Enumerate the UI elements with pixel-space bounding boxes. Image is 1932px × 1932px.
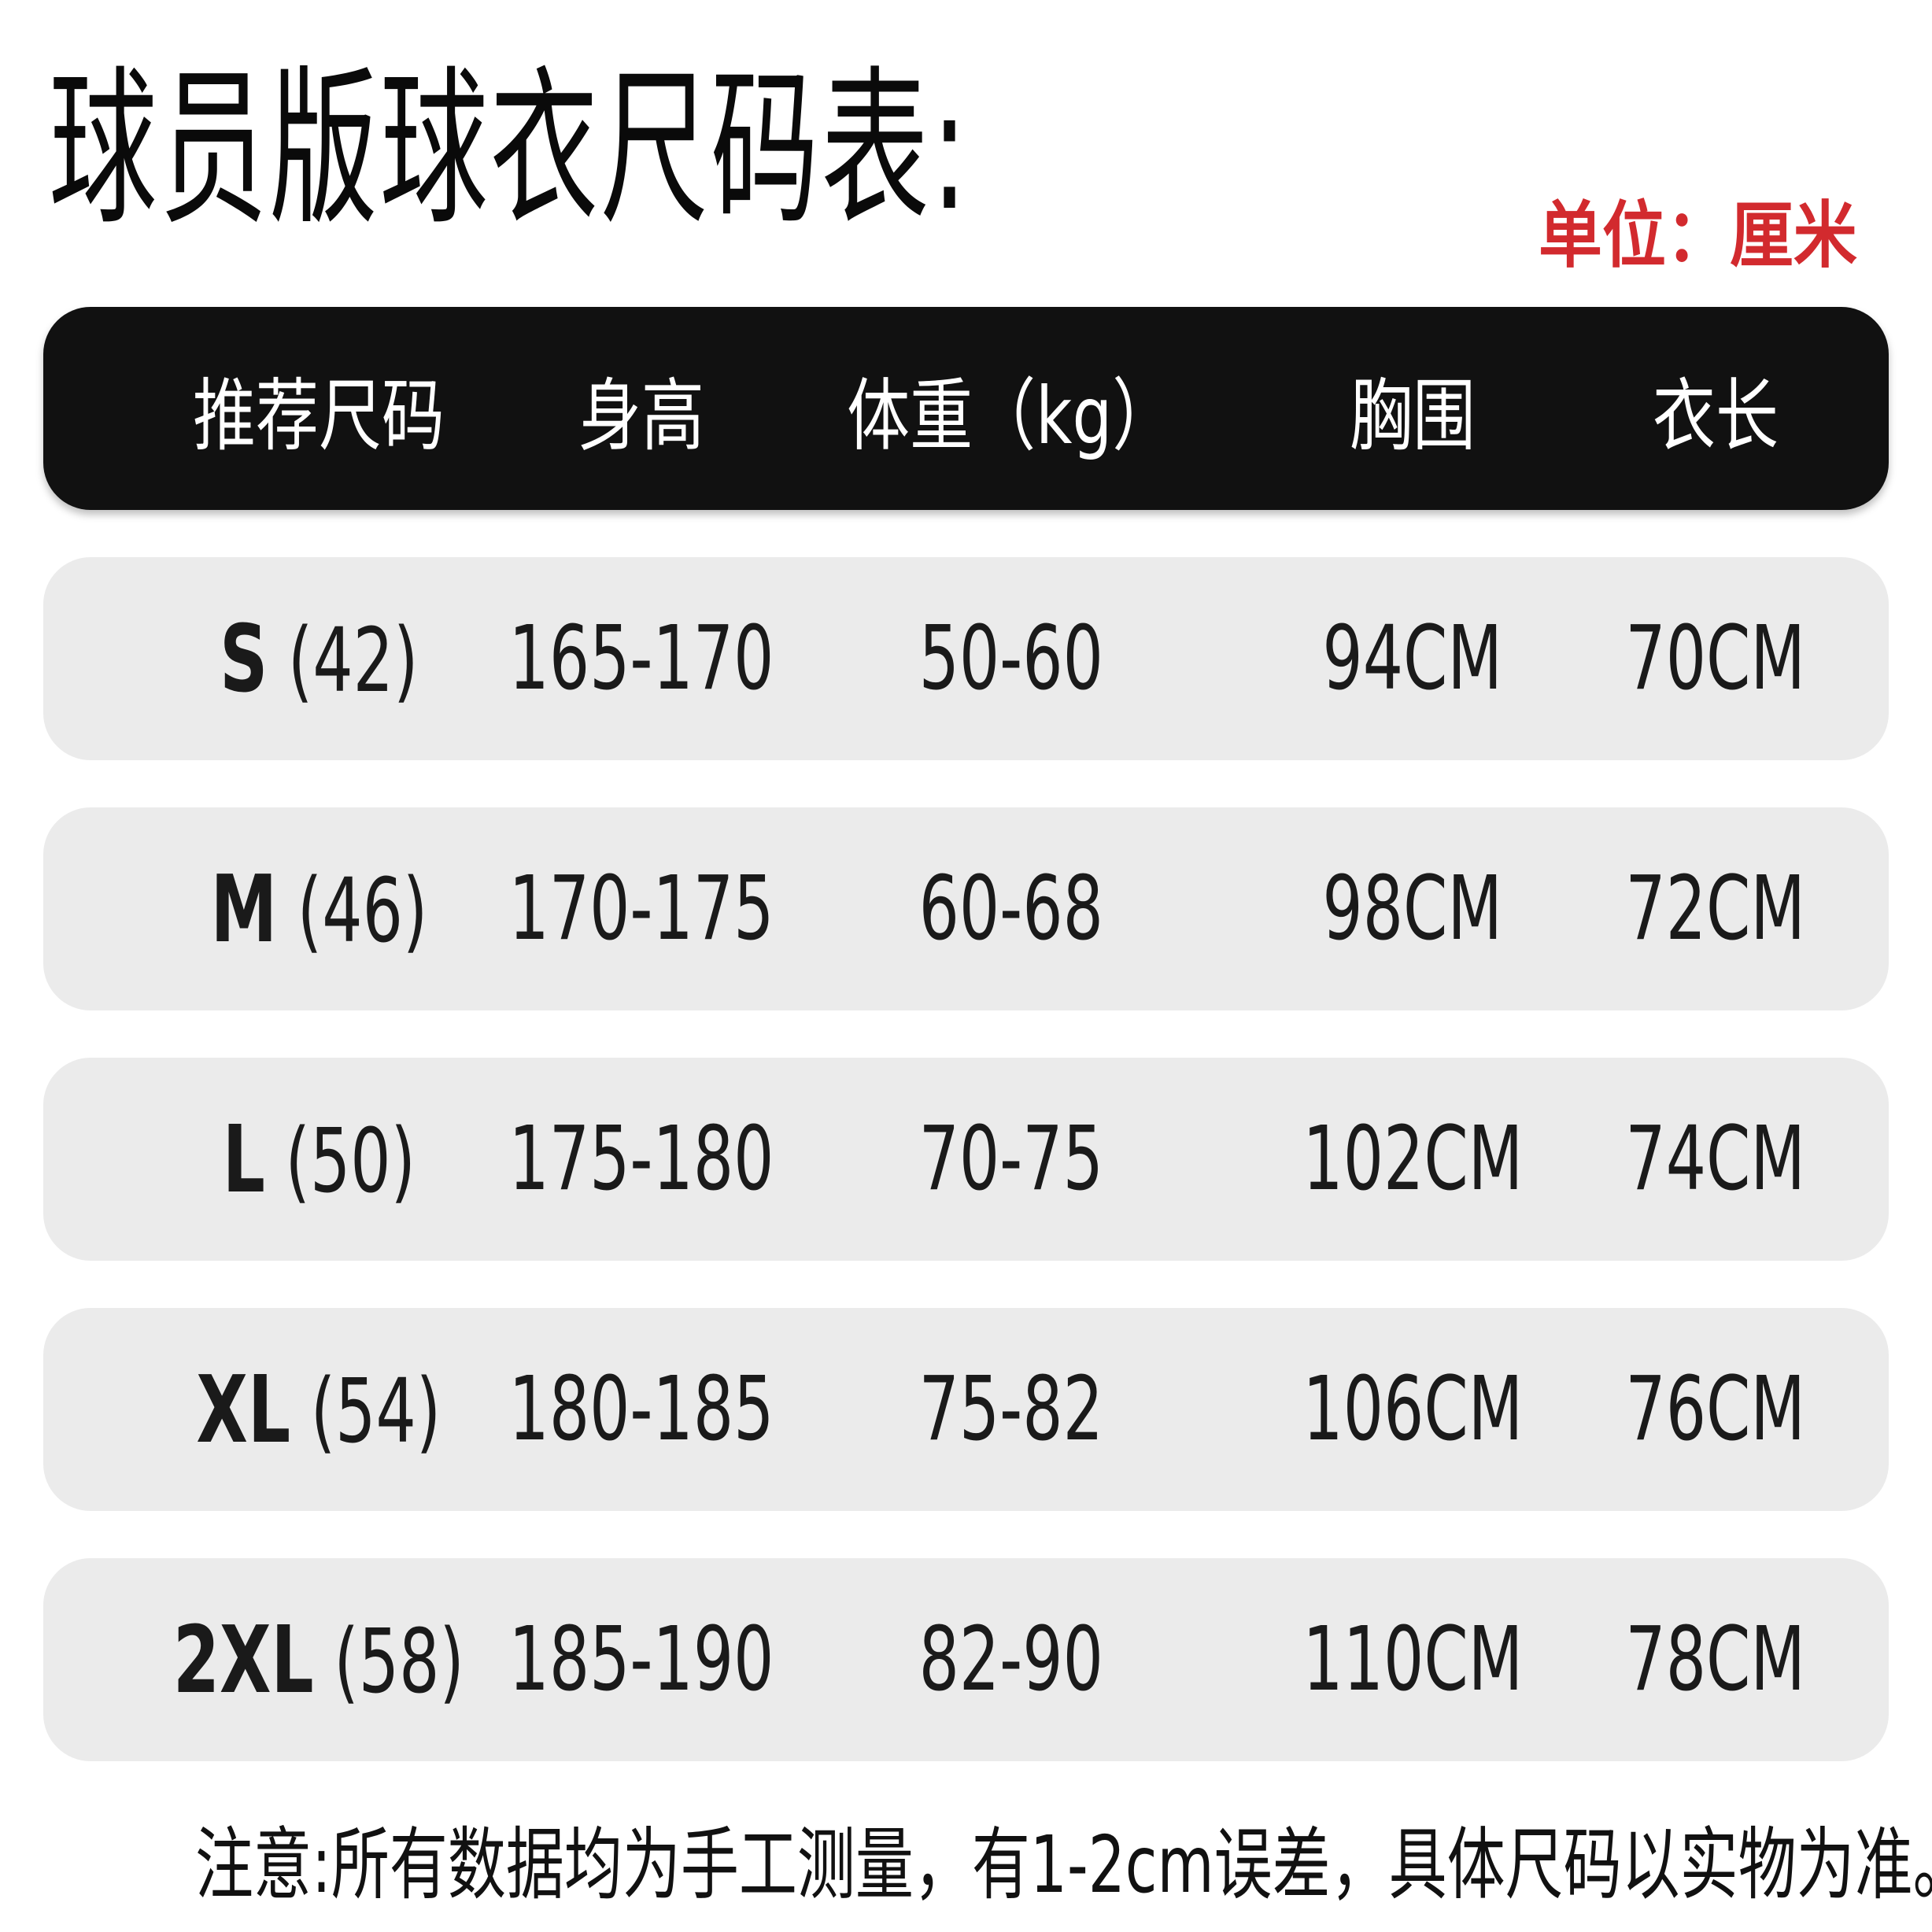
- chest-value: 98CM: [1322, 858, 1503, 960]
- header-weight: 体重（kg）: [847, 307, 1175, 510]
- table-row: M (46) 170-175 60-68 98CM 72CM: [43, 807, 1889, 1010]
- weight-cell: 70-75: [854, 1058, 1169, 1261]
- length-cell: 72CM: [1558, 807, 1873, 1010]
- weight-cell: 60-68: [854, 807, 1169, 1010]
- weight-value: 82-90: [918, 1609, 1104, 1711]
- height-cell: 185-190: [484, 1558, 799, 1761]
- size-value: XL (54): [197, 1355, 441, 1464]
- weight-cell: 82-90: [854, 1558, 1169, 1761]
- size-letter: 2XL: [173, 1605, 314, 1714]
- height-value: 180-185: [508, 1358, 774, 1461]
- header-length: 衣长: [1558, 307, 1873, 510]
- length-value: 70CM: [1625, 608, 1806, 710]
- size-letter: M: [210, 855, 277, 963]
- length-cell: 70CM: [1558, 557, 1873, 760]
- chest-cell: 110CM: [1255, 1558, 1570, 1761]
- size-eu: (42): [287, 610, 419, 712]
- size-value: M (46): [210, 855, 427, 963]
- length-cell: 78CM: [1558, 1558, 1873, 1761]
- footer-note: 注意:所有数据均为手工测量，有1-2cm误差，具体尺码以实物为准。: [195, 1819, 1932, 1911]
- chest-value: 110CM: [1302, 1609, 1523, 1711]
- height-cell: 175-180: [484, 1058, 799, 1261]
- length-cell: 76CM: [1558, 1308, 1873, 1511]
- weight-cell: 75-82: [854, 1308, 1169, 1511]
- table-header: 推荐尺码 身高 体重（kg） 胸围 衣长: [43, 307, 1889, 510]
- height-value: 165-170: [508, 608, 774, 710]
- height-value: 175-180: [508, 1108, 774, 1210]
- length-value: 74CM: [1625, 1108, 1806, 1210]
- chest-value: 94CM: [1322, 608, 1503, 710]
- chest-cell: 106CM: [1255, 1308, 1570, 1511]
- height-cell: 180-185: [484, 1308, 799, 1511]
- size-letter: L: [222, 1105, 265, 1214]
- size-cell: 2XL (58): [161, 1558, 476, 1761]
- size-letter: S: [219, 604, 268, 713]
- length-value: 78CM: [1625, 1609, 1806, 1711]
- size-letter: XL: [196, 1355, 291, 1464]
- weight-value: 75-82: [918, 1358, 1104, 1461]
- header-chest-label: 胸围: [1350, 369, 1476, 462]
- height-value: 185-190: [508, 1609, 774, 1711]
- table-row: XL (54) 180-185 75-82 106CM 76CM: [43, 1308, 1889, 1511]
- size-cell: M (46): [161, 807, 476, 1010]
- height-cell: 170-175: [484, 807, 799, 1010]
- unit-label: 单位：厘米: [1539, 194, 1857, 278]
- table-row: S (42) 165-170 50-60 94CM 70CM: [43, 557, 1889, 760]
- length-cell: 74CM: [1558, 1058, 1873, 1261]
- height-cell: 165-170: [484, 557, 799, 760]
- header-chest: 胸围: [1255, 307, 1570, 510]
- size-value: S (42): [220, 604, 418, 713]
- length-value: 76CM: [1625, 1358, 1806, 1461]
- chest-cell: 102CM: [1255, 1058, 1570, 1261]
- size-eu: (54): [310, 1361, 441, 1463]
- header-size: 推荐尺码: [161, 307, 476, 510]
- header-length-label: 衣长: [1653, 369, 1779, 462]
- size-cell: S (42): [161, 557, 476, 760]
- header-weight-label: 体重（kg）: [847, 369, 1176, 462]
- chest-cell: 98CM: [1255, 807, 1570, 1010]
- chest-cell: 94CM: [1255, 557, 1570, 760]
- weight-value: 50-60: [918, 608, 1104, 710]
- length-value: 72CM: [1625, 858, 1806, 960]
- page-title: 球员版球衣尺码表:: [49, 50, 970, 248]
- table-row: L (50) 175-180 70-75 102CM 74CM: [43, 1058, 1889, 1261]
- size-eu: (58): [334, 1611, 464, 1713]
- weight-value: 60-68: [918, 858, 1104, 960]
- size-eu: (50): [285, 1110, 416, 1213]
- table-row: 2XL (58) 185-190 82-90 110CM 78CM: [43, 1558, 1889, 1761]
- size-value: L (50): [222, 1105, 415, 1214]
- size-eu: (46): [297, 860, 427, 962]
- header-size-label: 推荐尺码: [193, 369, 445, 462]
- chest-value: 102CM: [1302, 1108, 1523, 1210]
- header-height-label: 身高: [578, 369, 704, 462]
- weight-cell: 50-60: [854, 557, 1169, 760]
- header-height: 身高: [484, 307, 799, 510]
- size-cell: L (50): [161, 1058, 476, 1261]
- height-value: 170-175: [508, 858, 774, 960]
- size-value: 2XL (58): [173, 1605, 464, 1714]
- chest-value: 106CM: [1302, 1358, 1523, 1461]
- size-cell: XL (54): [161, 1308, 476, 1511]
- weight-value: 70-75: [918, 1108, 1104, 1210]
